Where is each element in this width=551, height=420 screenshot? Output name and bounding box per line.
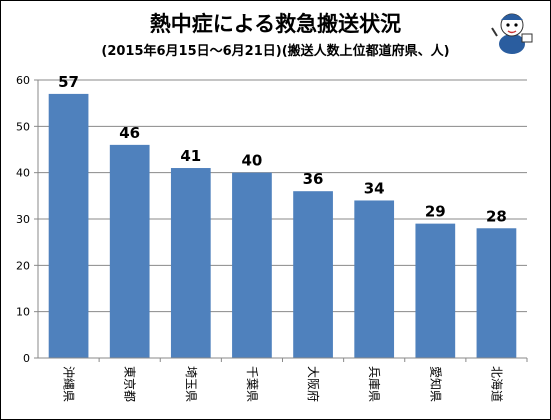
- y-tick-label: 50: [16, 120, 30, 133]
- bar: [415, 223, 456, 358]
- data-label: 34: [364, 179, 385, 197]
- bar: [476, 228, 517, 358]
- y-tick-label: 10: [16, 306, 30, 319]
- bar: [170, 168, 211, 358]
- y-tick-label: 30: [16, 213, 30, 226]
- y-tick-label: 0: [23, 352, 30, 365]
- x-tick-label: 千葉県: [245, 366, 259, 402]
- bar: [109, 144, 150, 358]
- x-tick-label: 東京都: [123, 366, 137, 402]
- x-tick-label: 大阪府: [306, 366, 321, 402]
- chart-title: 熱中症による救急搬送状況: [149, 12, 402, 36]
- x-tick-label: 埼玉県: [184, 366, 198, 402]
- labels: 0 10 20 30 40 50 60 57 沖縄県 46 東京都 41 埼玉県 40 千葉県 36 大阪府 34…: [16, 73, 507, 402]
- data-label: 46: [119, 124, 140, 142]
- y-tick-label: 40: [16, 167, 30, 180]
- mascot-logo-icon: [491, 13, 533, 54]
- x-tick-label: 愛知県: [428, 366, 442, 402]
- data-label: 57: [58, 73, 79, 91]
- bars: [48, 93, 517, 359]
- data-label: 29: [425, 203, 446, 221]
- x-tick-label: 兵庫県: [367, 366, 381, 402]
- bar: [354, 200, 395, 358]
- bar: [293, 191, 333, 358]
- data-label: 41: [180, 147, 201, 165]
- y-tick-label: 60: [16, 74, 30, 87]
- y-tick-label: 20: [16, 259, 30, 272]
- bar: [232, 172, 272, 358]
- chart-subtitle: (2015年6月15日～6月21日)(搬送人数上位都道府県、人): [101, 44, 450, 59]
- x-tick-label: 沖縄県: [62, 366, 77, 402]
- data-label: 40: [242, 152, 263, 170]
- data-label: 36: [303, 170, 324, 188]
- x-tick-label: 北海道: [489, 366, 504, 402]
- bar: [48, 93, 89, 359]
- data-label: 28: [486, 207, 507, 225]
